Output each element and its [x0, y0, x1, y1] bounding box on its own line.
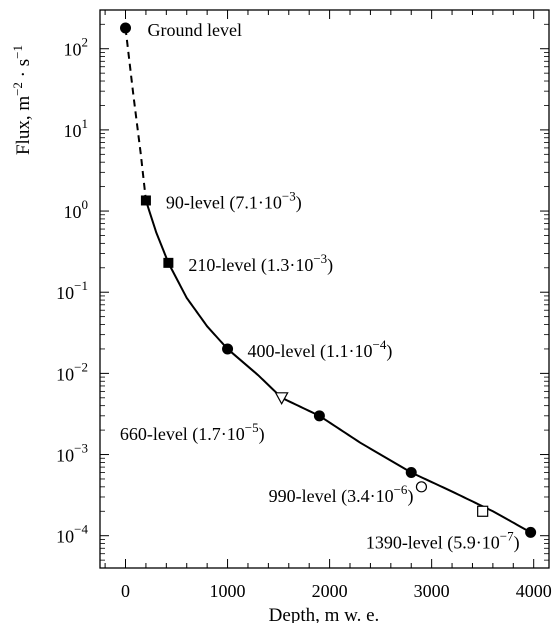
y-tick-label: 10−1	[56, 278, 88, 303]
marker-filled-circle	[120, 22, 132, 34]
y-tick-label-exp: −3	[74, 441, 88, 456]
y-tick-label-base: 10	[56, 364, 74, 384]
annotation-tail: )	[386, 341, 392, 362]
x-tick-labels: 0 1000 2000 3000 4000	[121, 581, 552, 601]
marker-filled-circle	[405, 467, 417, 479]
x-tick-label: 1000	[210, 581, 246, 601]
y-tick-label: 101	[64, 116, 89, 141]
dashed-extrapolation-curve	[124, 27, 147, 201]
marker-filled-circle	[313, 410, 325, 422]
x-tick-label: 3000	[414, 581, 450, 601]
marker-open-circle	[415, 481, 428, 493]
y-tick-label-exp: 2	[82, 35, 89, 50]
y-axis-title-part2: · s	[13, 59, 34, 82]
plot-frame	[99, 9, 550, 569]
y-tick-label-base: 10	[64, 121, 82, 141]
annotation-base: 990-level (3.4·10	[269, 486, 394, 507]
x-tick-label: 0	[121, 581, 130, 601]
y-tick-label: 10−3	[56, 441, 88, 466]
annotation-tail: )	[327, 255, 333, 276]
y-tick-label-exp: −1	[74, 278, 88, 293]
point-annotation: 400-level (1.1·10−4)	[248, 337, 393, 362]
y-tick-label-exp: 1	[82, 116, 89, 131]
y-tick-label-exp: 0	[82, 197, 89, 212]
annotation-exp: −3	[313, 251, 327, 266]
annotation-tail: )	[296, 192, 302, 213]
annotation-exp: −5	[245, 420, 259, 435]
point-annotation: 210-level (1.3·10−3)	[188, 251, 333, 276]
y-tick-label: 100	[64, 197, 89, 222]
annotation-exp: −7	[500, 528, 514, 543]
annotation-base: 90-level (7.1·10	[166, 192, 282, 213]
marker-filled-square	[163, 257, 174, 268]
solid-fit-curve	[144, 200, 532, 534]
y-tick-label-base: 10	[64, 202, 82, 222]
annotation-base: 210-level (1.3·10	[188, 255, 313, 276]
annotation-exp: −6	[394, 482, 408, 497]
point-annotation: 660-level (1.7·10−5)	[120, 420, 265, 445]
annotation-base: 400-level (1.1·10	[248, 341, 373, 362]
y-tick-label-exp: −2	[74, 359, 88, 374]
y-tick-label-base: 10	[56, 446, 74, 466]
data-points	[120, 22, 537, 538]
marker-open-triangle-down	[274, 392, 289, 406]
annotation-base: 660-level (1.7·10	[120, 424, 245, 445]
y-tick-label: 10−2	[56, 359, 88, 384]
y-tick-label: 102	[64, 35, 89, 60]
annotation-tail: )	[407, 486, 413, 507]
annotation-base: 1390-level (5.9·10	[366, 532, 500, 553]
y-tick-label-base: 10	[56, 283, 74, 303]
marker-filled-circle	[525, 526, 537, 538]
annotation-exp: −3	[282, 188, 296, 203]
point-annotation: 90-level (7.1·10−3)	[166, 188, 302, 213]
x-axis-title: Depth, m w. e.	[269, 605, 380, 623]
y-axis-title: Flux, m−2 · s−1	[10, 45, 34, 155]
y-axis-title-exp1: −2	[10, 82, 25, 96]
annotation-tail: )	[514, 532, 520, 553]
y-axis-title-part1: Flux, m	[13, 96, 34, 155]
marker-filled-circle	[222, 343, 234, 355]
fit-curves	[124, 27, 532, 534]
x-tick-label: 4000	[516, 581, 552, 601]
annotation-tail: )	[259, 424, 265, 445]
marker-filled-square	[140, 195, 151, 206]
point-annotation: 1390-level (5.9·10−7)	[366, 528, 520, 553]
marker-open-square	[477, 505, 489, 517]
y-tick-label-exp: −4	[74, 522, 88, 537]
point-annotation: 990-level (3.4·10−6)	[269, 482, 414, 507]
y-tick-label-base: 10	[64, 40, 82, 60]
annotation-exp: −4	[373, 337, 387, 352]
axis-ticks	[100, 9, 549, 569]
y-axis-title-exp2: −1	[10, 45, 25, 59]
point-annotation: Ground level	[148, 20, 242, 40]
y-tick-label-base: 10	[56, 527, 74, 547]
x-tick-label: 2000	[312, 581, 348, 601]
y-tick-label: 10−4	[56, 522, 88, 547]
